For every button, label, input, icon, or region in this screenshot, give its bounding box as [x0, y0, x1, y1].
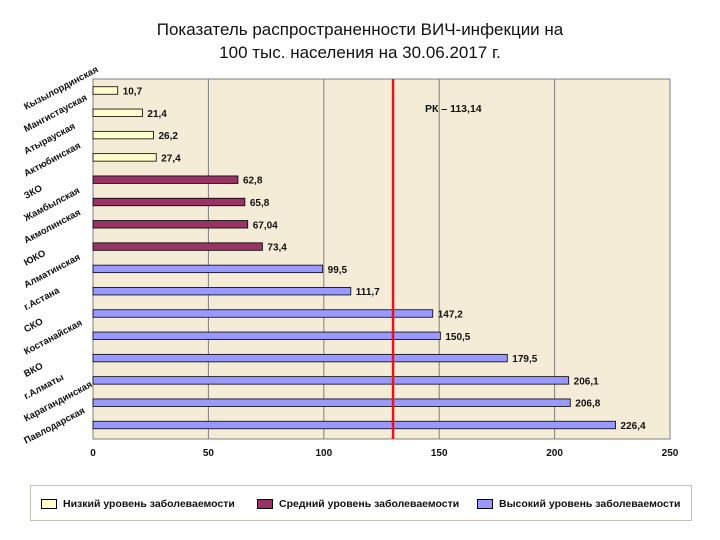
- legend-item-high: Высокий уровень заболеваемости: [477, 498, 680, 510]
- x-tick-label: 150: [431, 448, 448, 459]
- bar: [92, 353, 508, 363]
- value-label: 206,1: [574, 376, 599, 387]
- bar: [92, 108, 143, 117]
- legend-item-medium: Средний уровень заболеваемости: [257, 498, 459, 510]
- reference-line-label: РК – 113,14: [425, 103, 482, 115]
- value-label: 73,4: [267, 243, 287, 254]
- bar: [92, 420, 616, 430]
- bar: [92, 220, 249, 229]
- category-label: ВКО: [22, 361, 45, 380]
- value-label: 147,2: [438, 310, 463, 321]
- x-tick-label: 0: [90, 448, 96, 459]
- chart-title-line-2: 100 тыс. населения на 30.06.2017 г.: [219, 43, 501, 62]
- value-label: 99,5: [328, 265, 348, 276]
- reference-line-group: РК – 113,14: [391, 79, 482, 439]
- x-tick-label: 200: [546, 448, 563, 459]
- value-label: 26,2: [158, 131, 178, 142]
- value-label: 65,8: [250, 198, 270, 209]
- bar: [92, 287, 352, 296]
- value-labels: 10,7 21,4 26,2 27,4 62,8 65,8 67,04 73,4 99,5 111…: [123, 87, 646, 433]
- legend-label-high: Высокий уровень заболеваемости: [499, 498, 681, 510]
- bar: [92, 398, 571, 407]
- bar: [92, 175, 239, 184]
- legend: Низкий уровень заболеваемости Средний ур…: [30, 485, 692, 521]
- legend-label-low: Низкий уровень заболеваемости: [63, 498, 235, 510]
- legend-label-medium: Средний уровень заболеваемости: [279, 498, 460, 510]
- bar: [92, 197, 246, 207]
- legend-swatch-high: [477, 499, 493, 509]
- value-label: 179,5: [512, 354, 537, 365]
- bar: [92, 153, 157, 162]
- chart-title-line-1: Показатель распространенности ВИЧ-инфекц…: [156, 20, 564, 39]
- value-label: 67,04: [253, 220, 278, 231]
- bar: [92, 264, 324, 274]
- value-label: 10,7: [123, 87, 143, 98]
- value-label: 206,8: [575, 399, 600, 410]
- value-label: 21,4: [147, 109, 167, 120]
- value-label: 111,7: [356, 287, 380, 298]
- x-tick-label: 100: [315, 448, 332, 459]
- bars: [92, 86, 616, 430]
- bar: [92, 130, 154, 140]
- x-tick-label: 250: [662, 448, 679, 459]
- chart-title: Показатель распространенности ВИЧ-инфекц…: [0, 18, 720, 64]
- x-tick-label: 50: [203, 448, 215, 459]
- category-label: ЗКО: [22, 183, 44, 202]
- bar: [92, 86, 119, 95]
- value-label: 62,8: [243, 176, 263, 187]
- bar: [92, 376, 570, 385]
- category-labels: КызылординскаяМангистаускаяАтыраускаяАкт…: [21, 64, 100, 446]
- legend-swatch-medium: [257, 499, 273, 509]
- bar: [92, 331, 441, 340]
- value-label: 27,4: [161, 153, 181, 164]
- value-label: 150,5: [445, 332, 470, 343]
- category-label: СКО: [22, 316, 45, 335]
- legend-swatch-low: [41, 499, 57, 509]
- x-tick-labels: 0 50 100 150 200 250: [90, 448, 679, 459]
- bar-chart: 10,7 21,4 26,2 27,4 62,8 65,8 67,04 73,4 99,5 111…: [21, 64, 679, 459]
- bar: [92, 242, 263, 251]
- value-label: 226,4: [621, 421, 646, 432]
- category-label: ЮКО: [22, 248, 47, 269]
- bar: [92, 309, 434, 318]
- legend-item-low: Низкий уровень заболеваемости: [41, 498, 235, 510]
